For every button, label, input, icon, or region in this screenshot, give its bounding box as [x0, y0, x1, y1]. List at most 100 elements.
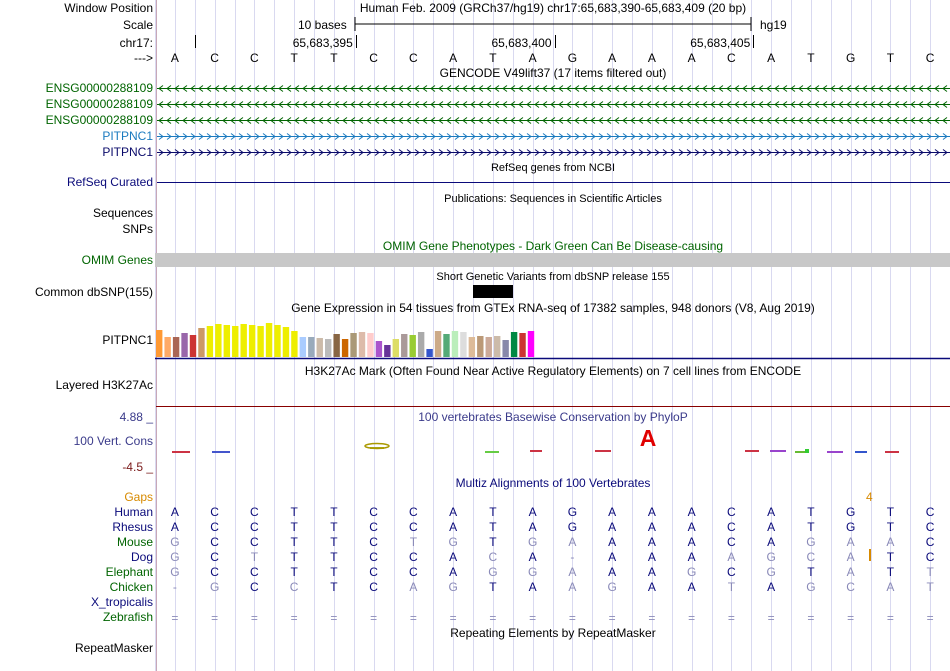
refseq-track-title[interactable]: RefSeq genes from NCBI: [490, 162, 616, 174]
strand-chevron: [558, 133, 564, 140]
strand-chevron: [166, 133, 172, 140]
strand-chevron: [318, 101, 324, 108]
aligned-base: =: [529, 611, 537, 625]
strand-chevron: [926, 133, 932, 140]
publications-snps-label[interactable]: SNPs: [122, 222, 153, 236]
aligned-base: C: [727, 535, 736, 549]
publications-track-title[interactable]: Publications: Sequences in Scientific Ar…: [444, 193, 662, 205]
strand-chevron: [558, 149, 564, 156]
strand-chevron: [302, 149, 308, 156]
gencode-transcript-track[interactable]: [155, 97, 950, 111]
multiz-species-label[interactable]: Zebrafish: [102, 610, 153, 624]
base-position-ruler[interactable]: 65,683,395 65,683,400 65,683,405: [157, 32, 949, 50]
multiz-species-label[interactable]: Human: [114, 505, 153, 519]
strand-chevron: [678, 133, 684, 140]
gencode-transcript-track[interactable]: [155, 81, 950, 95]
gencode-transcript-track[interactable]: [155, 129, 950, 143]
gencode-transcript-label[interactable]: ENSG00000288109: [45, 97, 153, 111]
aligned-base: =: [370, 611, 378, 625]
strand-chevron: [278, 101, 284, 108]
gencode-transcript-label[interactable]: ENSG00000288109: [45, 113, 153, 127]
aligned-base: =: [886, 611, 894, 625]
gencode-transcript-label[interactable]: ENSG00000288109: [45, 81, 153, 95]
strand-chevron: [942, 101, 948, 108]
strand-chevron: [894, 85, 900, 92]
multiz-species-label[interactable]: Rhesus: [112, 520, 153, 534]
strand-chevron: [598, 85, 604, 92]
dbsnp-variant-block[interactable]: [473, 285, 513, 298]
strand-chevron: [614, 101, 620, 108]
gencode-transcript-track[interactable]: [155, 113, 950, 127]
publications-sequences-label[interactable]: Sequences: [92, 206, 153, 220]
h3k27ac-baseline: [156, 406, 950, 407]
strand-chevron: [782, 85, 788, 92]
refseq-gene-line: [157, 182, 950, 183]
conservation-mark: [885, 451, 899, 453]
strand-chevron: [446, 85, 452, 92]
gtex-tissue-bar: [468, 337, 476, 357]
multiz-gaps-label[interactable]: Gaps: [124, 490, 153, 504]
multiz-species-label[interactable]: Chicken: [109, 580, 153, 594]
gencode-track-title[interactable]: GENCODE V49lift37 (17 items filtered out…: [439, 66, 667, 80]
aligned-base: =: [767, 611, 775, 625]
strand-chevron: [782, 149, 788, 156]
gtex-tissue-bar: [392, 339, 399, 357]
refseq-curated-track[interactable]: [155, 175, 950, 189]
strand-chevron: [942, 85, 948, 92]
gtex-track-title[interactable]: Gene Expression in 54 tissues from GTEx …: [291, 301, 815, 315]
aligned-base: C: [250, 535, 259, 549]
gencode-transcript-label[interactable]: PITPNC1: [102, 145, 153, 159]
multiz-track-title[interactable]: Multiz Alignments of 100 Vertebrates: [455, 476, 651, 490]
repeatmasker-track-title[interactable]: Repeating Elements by RepeatMasker: [450, 626, 656, 640]
strand-chevron: [430, 149, 436, 156]
strand-chevron: [182, 101, 188, 108]
strand-chevron: [374, 117, 380, 124]
sequence-base: C: [250, 51, 259, 65]
multiz-species-label[interactable]: Elephant: [105, 565, 153, 579]
multiz-species-label[interactable]: Mouse: [116, 535, 153, 549]
conservation-track-title[interactable]: 100 vertebrates Basewise Conservation by…: [418, 410, 688, 424]
conservation-label[interactable]: 100 Vert. Cons: [73, 434, 153, 448]
multiz-species-label[interactable]: Dog: [130, 550, 153, 564]
omim-genes-feature[interactable]: [155, 253, 950, 267]
strand-chevron: [414, 117, 420, 124]
aligned-base: =: [250, 611, 258, 625]
strand-chevron: [734, 85, 740, 92]
dbsnp-track-title[interactable]: Short Genetic Variants from dbSNP releas…: [436, 271, 670, 283]
refseq-curated-label[interactable]: RefSeq Curated: [66, 175, 153, 189]
aligned-base: A: [767, 580, 776, 594]
aligned-base: A: [449, 505, 458, 519]
gencode-transcript-track[interactable]: [155, 145, 950, 159]
repeatmasker-label[interactable]: RepeatMasker: [74, 641, 153, 655]
ruler-tick: [355, 35, 357, 48]
strand-chevron: [862, 101, 868, 108]
aligned-base: A: [647, 580, 656, 594]
omim-track-title[interactable]: OMIM Gene Phenotypes - Dark Green Can Be…: [382, 239, 724, 253]
gtex-tissue-bar: [248, 325, 256, 357]
gtex-tissue-bar: [291, 331, 298, 357]
strand-chevron: [702, 85, 708, 92]
multiz-species-label[interactable]: X_tropicalis: [90, 595, 153, 609]
aligned-base: A: [767, 535, 776, 549]
omim-genes-label[interactable]: OMIM Genes: [81, 253, 153, 267]
strand-chevron: [862, 85, 868, 92]
aligned-base: G: [686, 565, 697, 579]
gtex-expression-chart[interactable]: [155, 314, 950, 360]
strand-chevron: [286, 117, 292, 124]
h3k27ac-label[interactable]: Layered H3K27Ac: [55, 378, 153, 392]
aligned-base: G: [527, 535, 538, 549]
gtex-gene-label[interactable]: PITPNC1: [102, 333, 153, 347]
strand-chevron: [606, 117, 612, 124]
strand-chevron: [174, 85, 180, 92]
conservation-logo[interactable]: [155, 428, 950, 458]
strand-chevron: [526, 133, 532, 140]
gtex-tissue-bar: [274, 325, 281, 357]
strand-chevron: [510, 101, 516, 108]
h3k27ac-track-title[interactable]: H3K27Ac Mark (Often Found Near Active Re…: [304, 364, 802, 378]
strand-chevron: [822, 101, 828, 108]
strand-chevron: [390, 133, 396, 140]
strand-chevron: [310, 149, 316, 156]
dbsnp-label[interactable]: Common dbSNP(155): [34, 285, 153, 299]
gencode-transcript-label[interactable]: PITPNC1: [102, 129, 153, 143]
